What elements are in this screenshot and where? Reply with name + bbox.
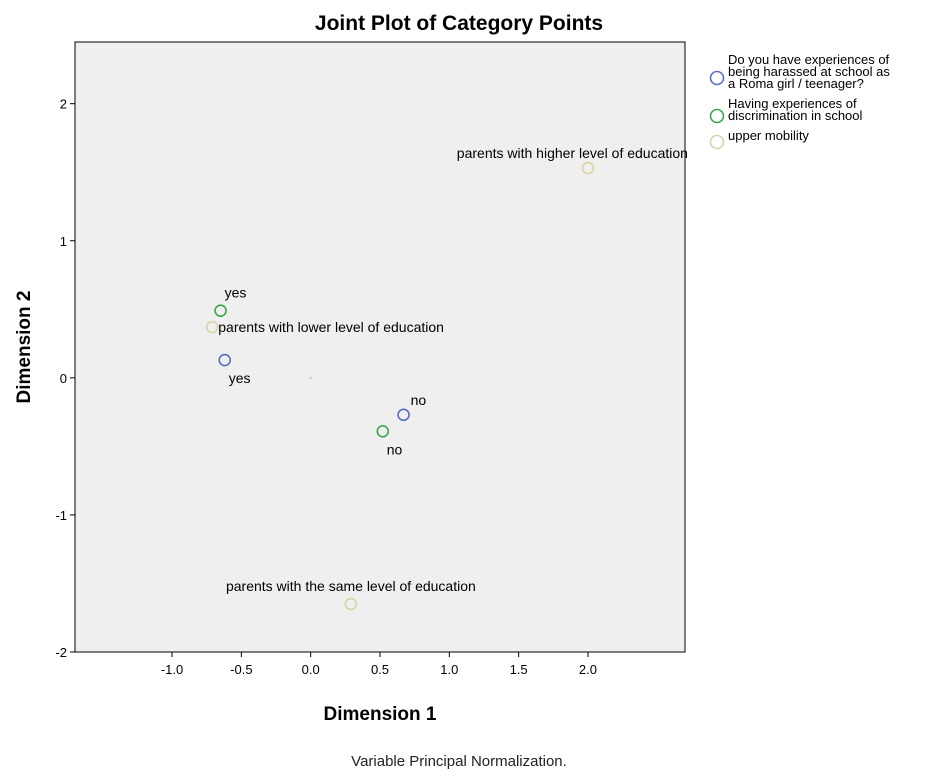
data-point [214,304,227,317]
data-point [344,597,358,611]
footnote: Variable Principal Normalization. [351,753,567,770]
point-label: yes [225,285,247,301]
data-point [205,320,219,334]
legend-label: Do you have experiences of [728,52,890,67]
point-label: parents with the same level of education [226,578,476,594]
legend-label: being harassed at school as [728,64,890,79]
y-tick-label: 0 [60,371,67,386]
x-axis-title: Dimension 1 [324,704,437,725]
data-point [218,353,232,367]
x-tick-label: 0.5 [371,662,389,677]
x-tick-label: 1.0 [440,662,458,677]
y-tick-label: -1 [55,508,67,523]
data-point [376,425,390,438]
y-tick-label: 1 [60,234,67,249]
legend-label: a Roma girl / teenager? [728,76,864,91]
y-axis-title: Dimension 2 [14,291,35,404]
plot-area [74,41,686,653]
legend-marker [709,108,725,124]
point-label: yes [229,370,251,386]
point-labels: yes no yes no parents with higher level of e… [218,145,688,594]
y-tick-label: 2 [60,97,67,112]
x-tick-label: 0.0 [302,662,320,677]
point-label: parents with higher level of education [457,145,688,161]
legend-label: discrimination in school [728,108,863,123]
point-label: parents with lower level of education [218,319,444,335]
y-tick-label: -2 [55,645,67,660]
point-label: no [411,392,427,408]
point-label: no [387,441,403,457]
data-point [397,408,410,422]
y-axis: -2 -1 0 1 2 [55,97,75,660]
x-tick-label: -0.5 [230,662,252,677]
x-tick-label: 2.0 [579,662,597,677]
data-point [581,161,595,175]
x-axis: -1.0 -0.5 0.0 0.5 1.0 1.5 2.0 [161,652,597,677]
legend-label: Having experiences of [728,96,857,111]
chart-title: Joint Plot of Category Points [315,12,603,35]
legend-marker [709,70,725,86]
legend-label: upper mobility [728,128,809,143]
origin-marker [309,376,312,379]
data-points [205,161,595,611]
x-tick-label: -1.0 [161,662,183,677]
x-tick-label: 1.5 [510,662,528,677]
legend-marker [709,134,725,150]
